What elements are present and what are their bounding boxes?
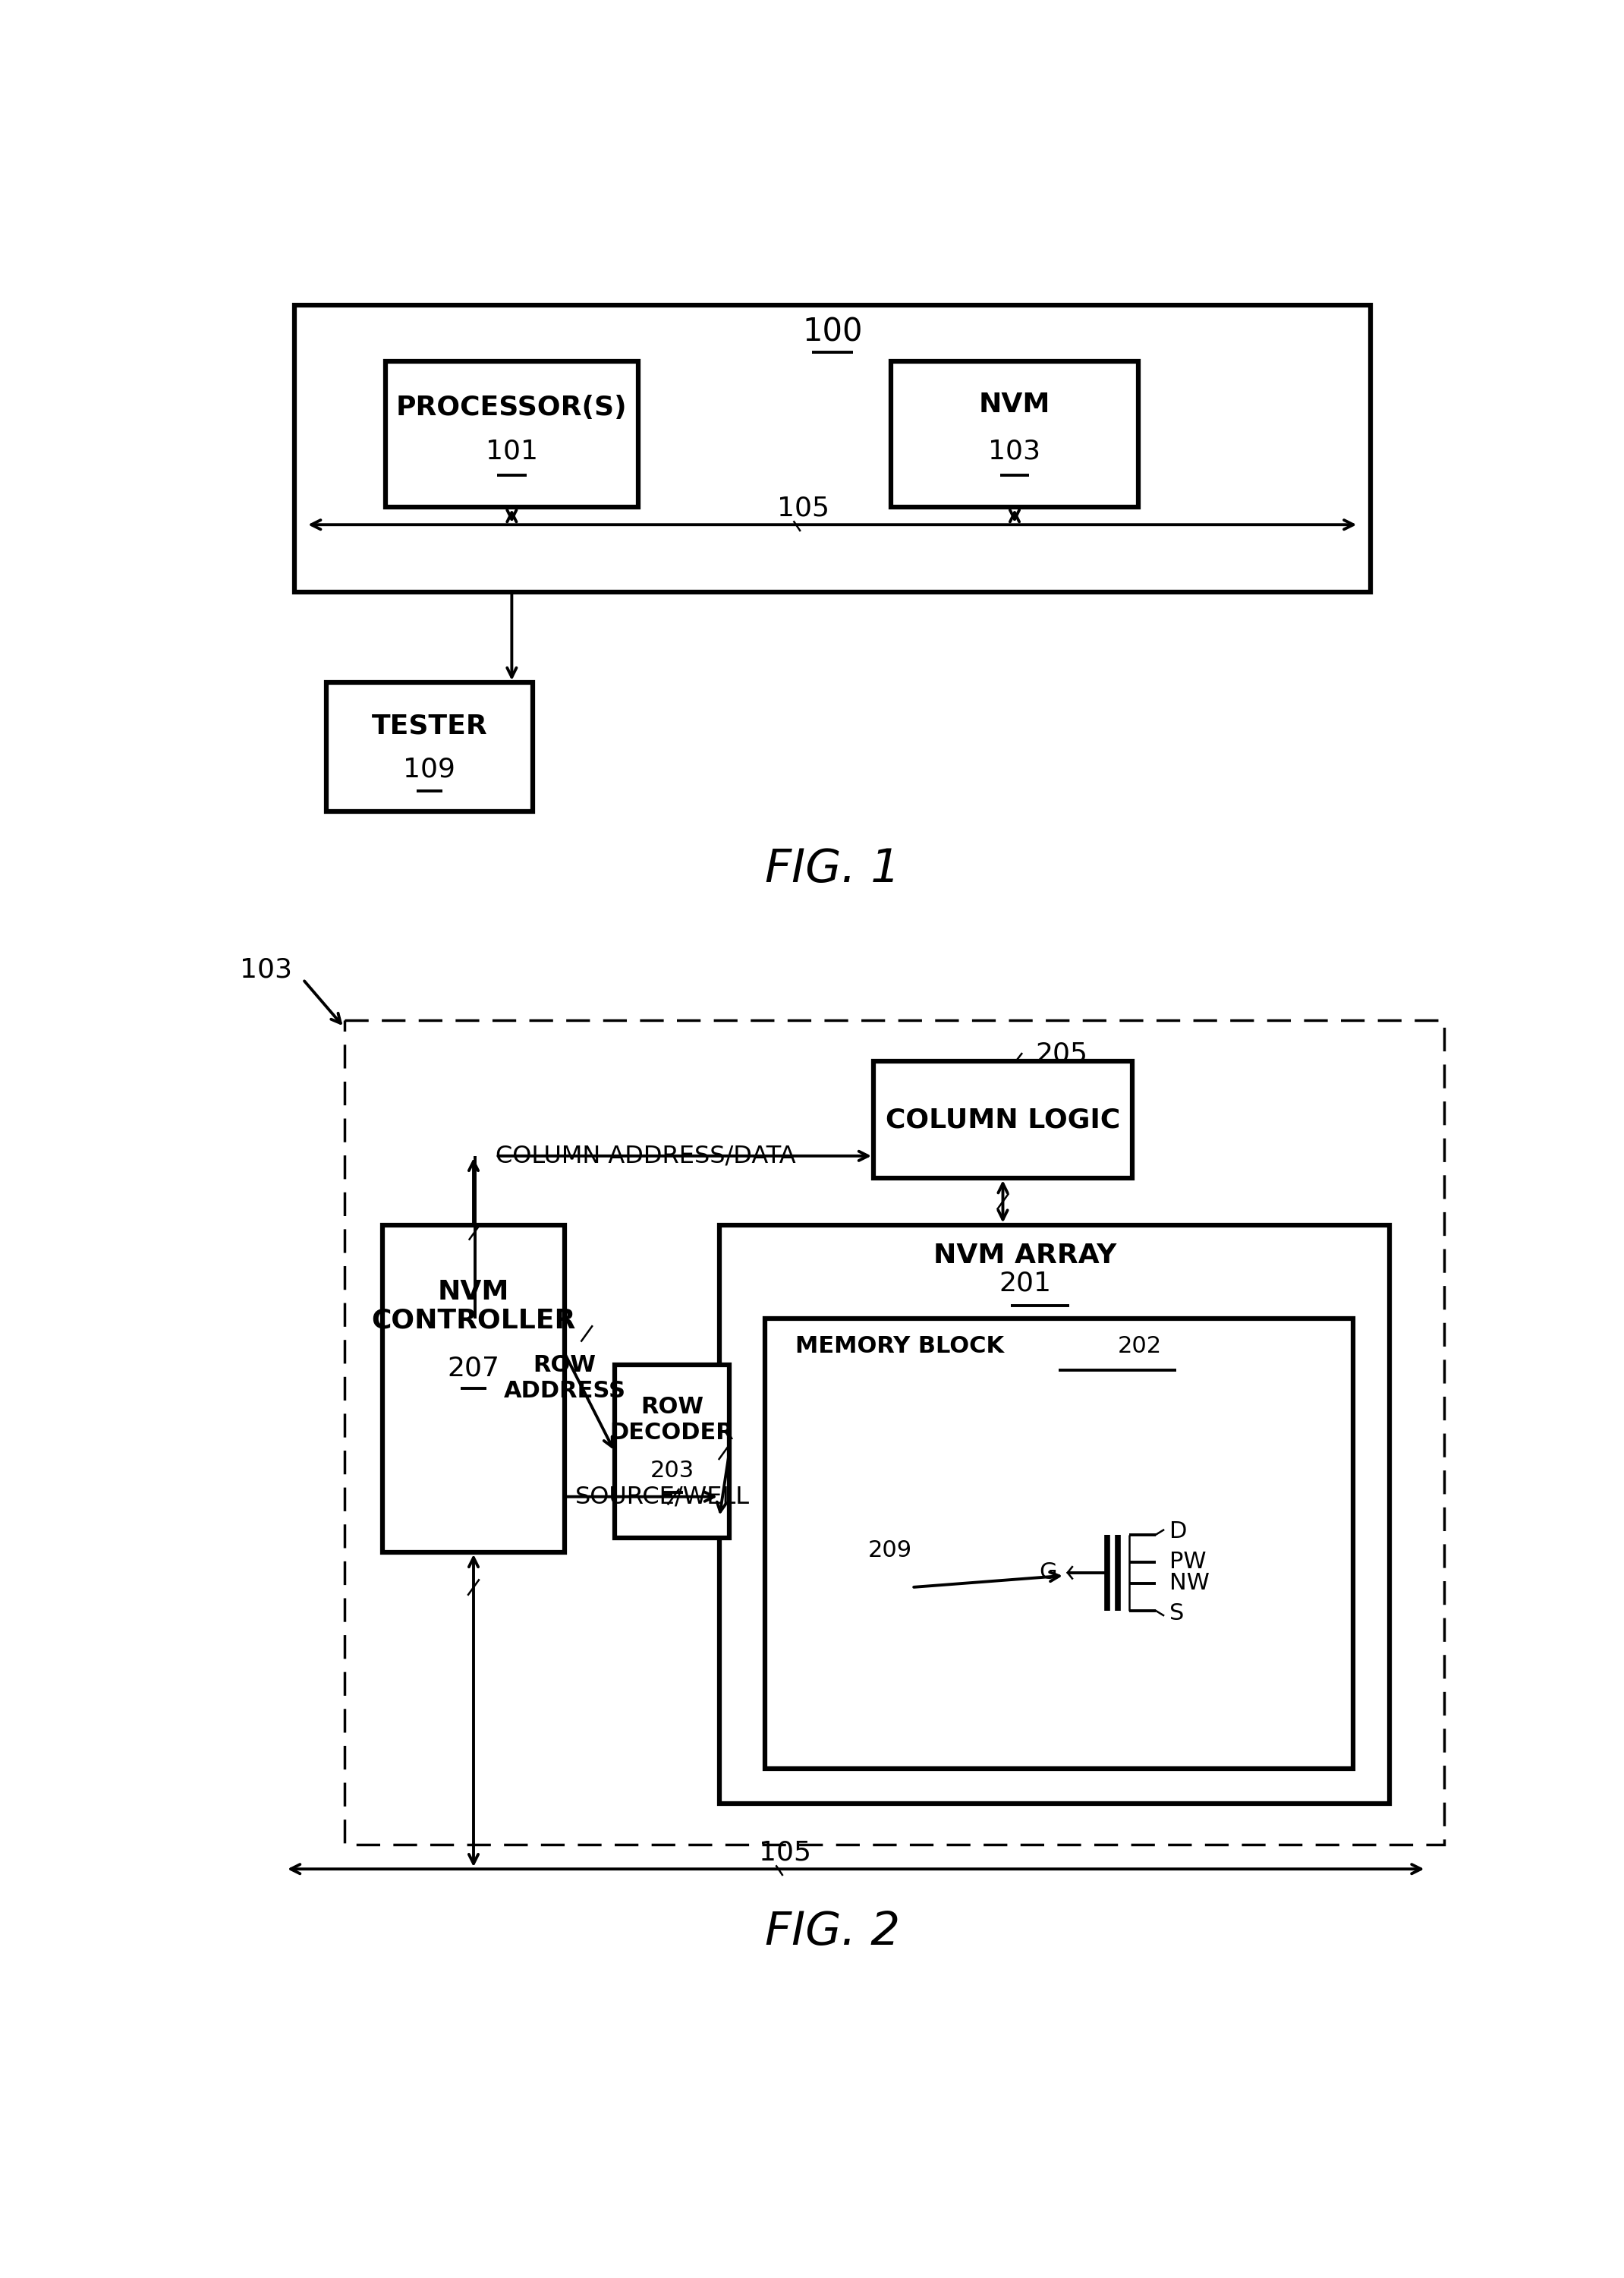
Text: S: S [1169,1604,1184,1624]
Text: 203: 203 [650,1460,693,1481]
Text: 101: 101 [486,440,538,465]
Text: 103: 103 [240,957,292,984]
Text: 201: 201 [999,1271,1051,1296]
Bar [765,1319,1353,1768]
Text: NVM: NVM [979,392,1051,417]
Text: D: D [1169,1522,1187,1542]
Text: NVM ARRAY: NVM ARRAY [934,1242,1117,1269]
Text: NW: NW [1169,1572,1210,1595]
Text: G: G [1039,1563,1057,1583]
Text: 109: 109 [403,756,456,781]
Text: MEMORY BLOCK: MEMORY BLOCK [796,1335,1004,1358]
Text: CONTROLLER: CONTROLLER [372,1308,577,1333]
Text: TESTER: TESTER [372,713,487,740]
Bar [294,305,1371,592]
Text: COLUMN LOGIC: COLUMN LOGIC [885,1107,1121,1132]
Text: 202: 202 [1117,1335,1161,1358]
Text: 100: 100 [802,317,862,349]
Text: 207: 207 [447,1355,500,1380]
Bar [719,1226,1390,1804]
Bar [874,1062,1132,1178]
Text: NVM: NVM [438,1280,510,1305]
Text: 205: 205 [1034,1041,1088,1066]
Text: PW: PW [1169,1551,1207,1574]
Text: ROW: ROW [533,1353,596,1376]
Text: COLUMN ADDRESS/DATA: COLUMN ADDRESS/DATA [495,1144,796,1169]
Bar [385,360,638,508]
Bar [615,1365,729,1538]
Bar [344,1021,1444,1845]
Text: FIG. 1: FIG. 1 [765,847,900,893]
Text: 105: 105 [776,494,830,522]
Text: SOURCE/WELL: SOURCE/WELL [575,1485,750,1508]
Text: 105: 105 [758,1841,812,1866]
Text: FIG. 2: FIG. 2 [765,1909,900,1955]
Text: ADDRESS: ADDRESS [503,1380,625,1401]
Text: DECODER: DECODER [611,1421,734,1444]
Text: 209: 209 [867,1540,911,1560]
Text: ROW: ROW [640,1396,703,1419]
Bar [326,683,533,811]
Bar [382,1226,565,1551]
Text: 103: 103 [989,440,1041,465]
Text: PROCESSOR(S): PROCESSOR(S) [396,394,627,421]
Bar [892,360,1138,508]
